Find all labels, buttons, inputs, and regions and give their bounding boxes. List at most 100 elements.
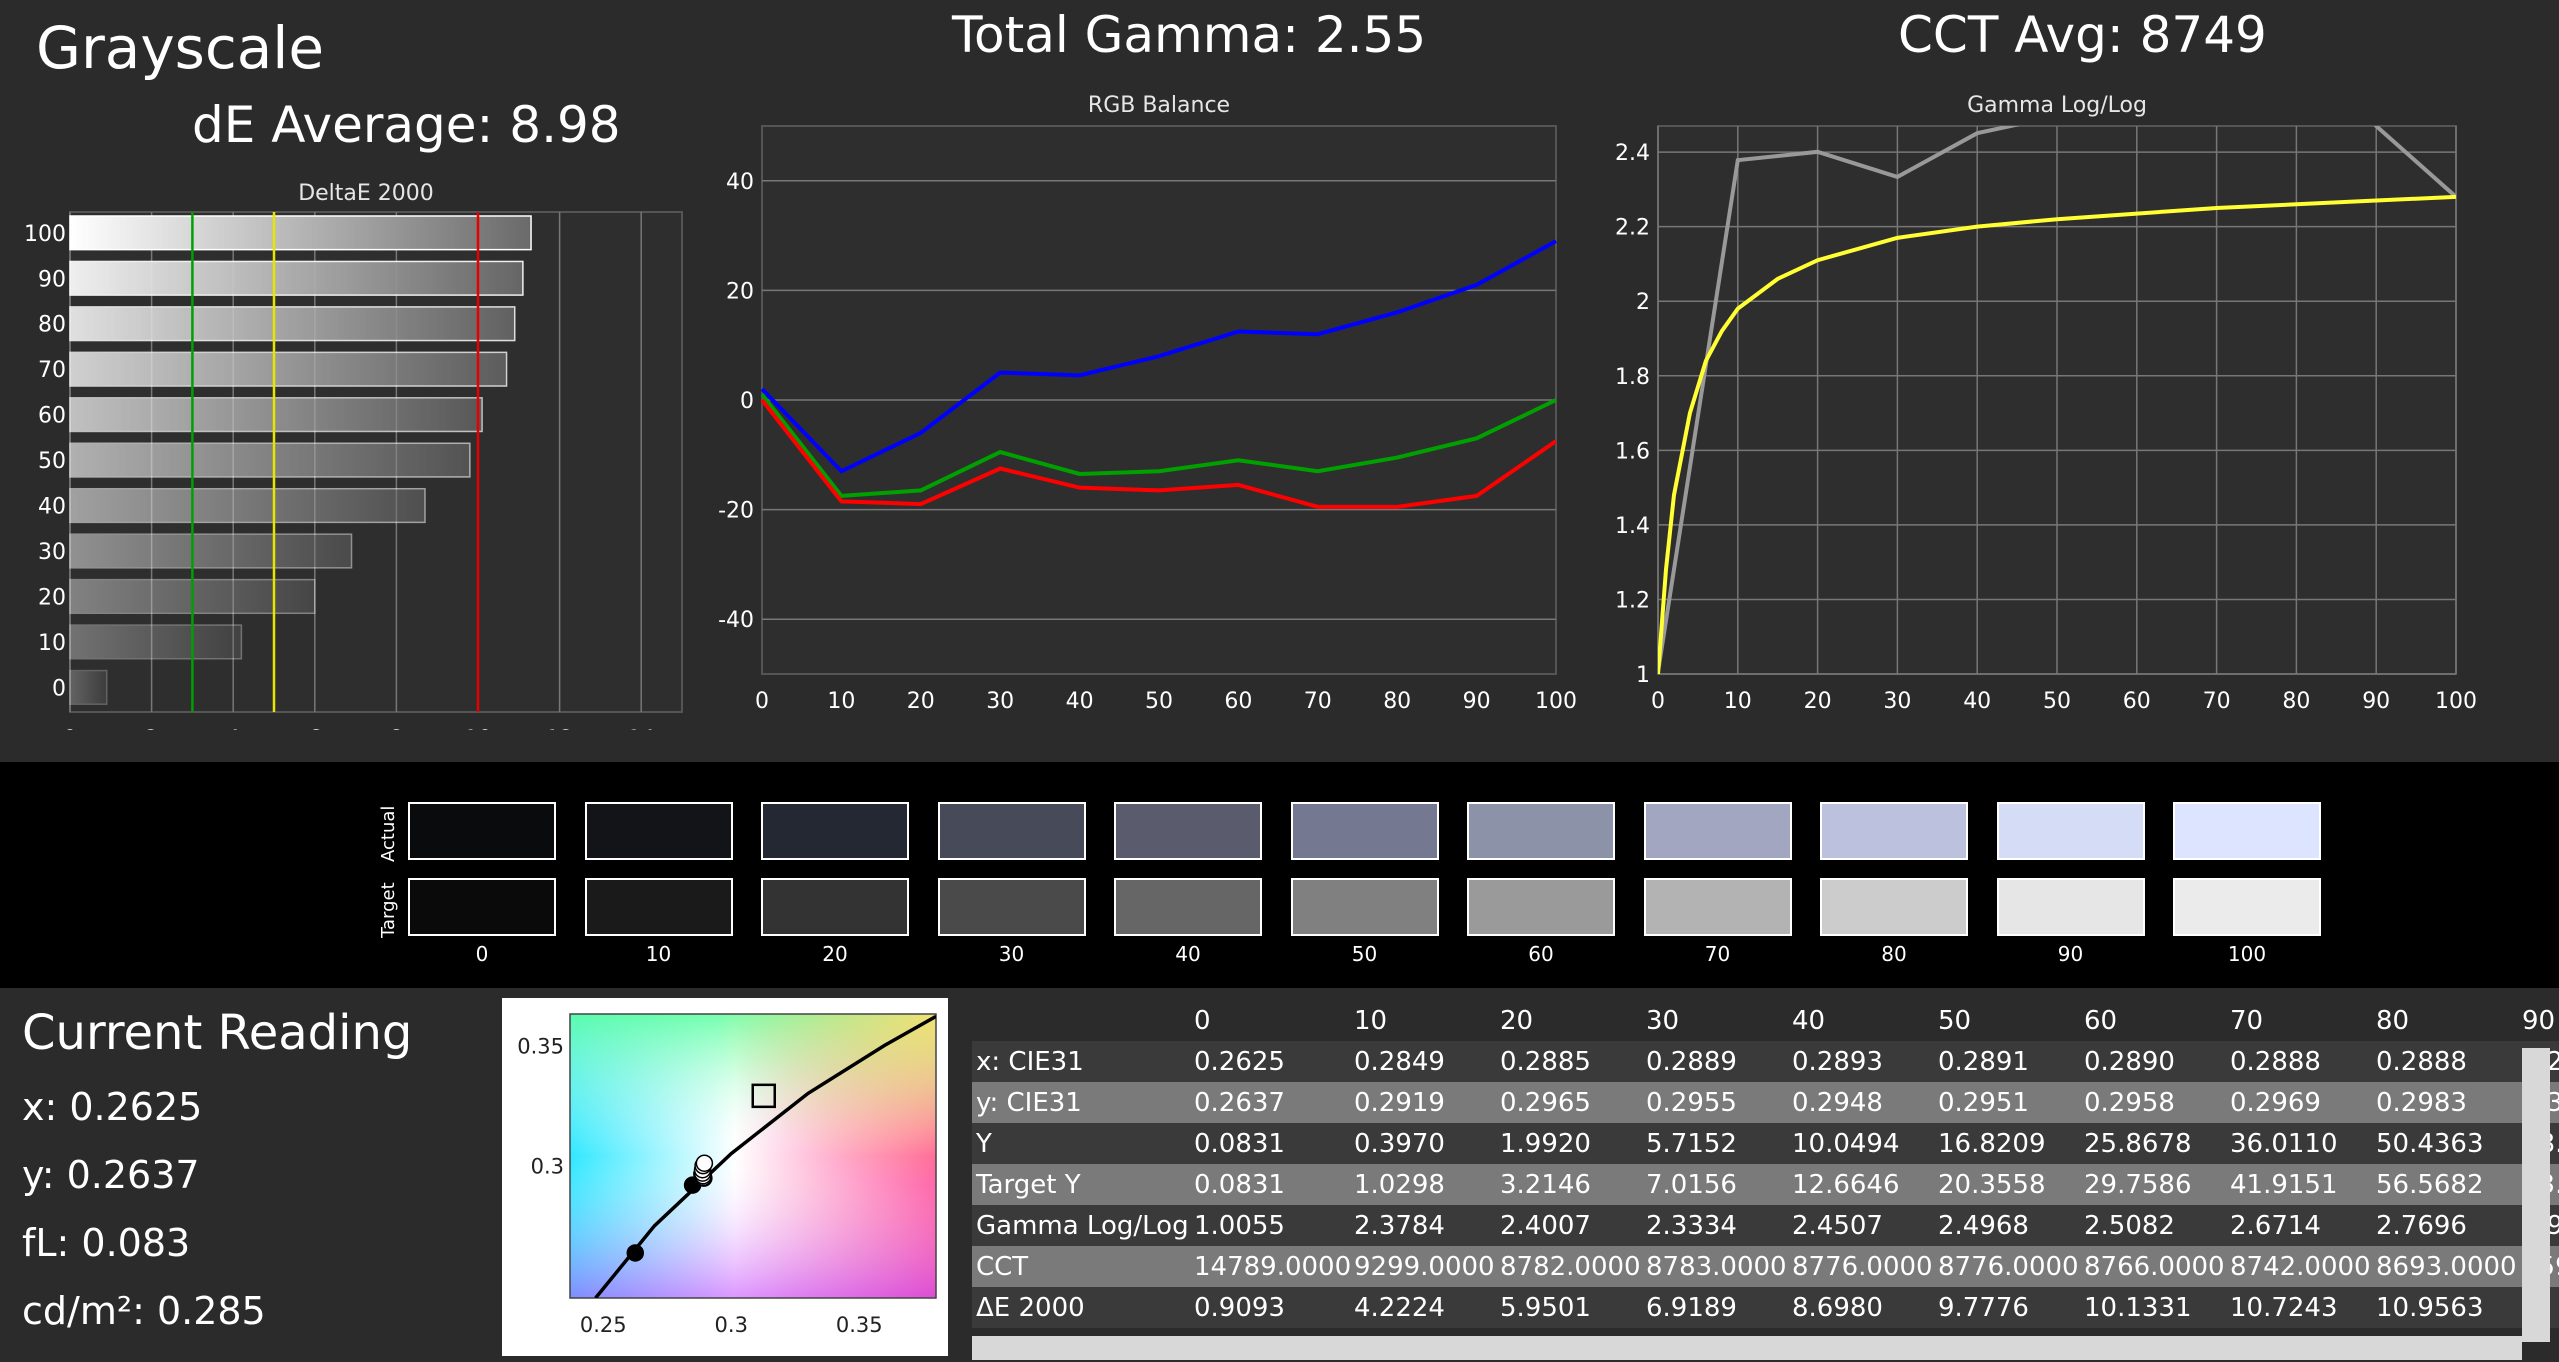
gamma-y-tick: 2 <box>1636 290 1650 315</box>
deltae-category-label: 20 <box>38 585 66 610</box>
measurement-table: 0 10 20 30 40 50 60 70 80 90 x: CIE31 0.2625 0.2849 0… <box>972 1000 2559 1328</box>
swatch-label: 40 <box>1175 942 1201 966</box>
gamma-x-tick: 70 <box>2203 689 2231 714</box>
cie-y-tick: 0.3 <box>531 1155 564 1179</box>
table-column-header: 70 <box>2226 1000 2372 1041</box>
table-cell: 0.2951 <box>1934 1082 2080 1123</box>
table-cell: 2.4968 <box>1934 1205 2080 1246</box>
deltae-x-tick: 10 <box>464 727 492 730</box>
table-cell: 20.3558 <box>1934 1164 2080 1205</box>
rgb-balance-chart: RGB Balance 40 20 0 -20 -40 0 10 20 30 40 50 60 70 80 9… <box>718 93 1577 714</box>
rgb-y-tick: -40 <box>718 608 754 633</box>
total-gamma: Total Gamma: 2.55 <box>952 6 1427 64</box>
cie-x-tick: 0.25 <box>580 1313 627 1337</box>
table-column-header: 90 <box>2518 1000 2559 1041</box>
target-swatch <box>761 878 909 936</box>
deltae-x-tick: 6 <box>308 727 322 730</box>
swatch-label: 100 <box>2227 942 2267 966</box>
actual-swatch <box>761 802 909 860</box>
swatch-label: 10 <box>645 942 672 966</box>
target-swatch <box>1467 878 1615 936</box>
actual-swatch <box>584 802 733 860</box>
cie-x-tick: 0.35 <box>836 1313 883 1337</box>
deltae-x-tick: 8 <box>389 727 403 730</box>
deltae-x-tick: 14 <box>627 727 655 730</box>
table-cell: 2.7696 <box>2372 1205 2518 1246</box>
vertical-scrollbar[interactable] <box>2522 1048 2550 1342</box>
table-column-header: 30 <box>1642 1000 1788 1041</box>
gamma-x-tick: 20 <box>1804 689 1832 714</box>
cie-plot-border <box>569 1013 937 1299</box>
rgb-y-tick: 20 <box>726 279 754 304</box>
cie-gradient <box>570 1014 936 1298</box>
table-column-header: 40 <box>1788 1000 1934 1041</box>
swatch-label: 0 <box>475 942 489 966</box>
table-cell: 0.2919 <box>1350 1082 1496 1123</box>
table-row: x: CIE31 0.2625 0.2849 0.2885 0.2889 0.2893 0.… <box>972 1041 2559 1082</box>
actual-swatch <box>1820 802 1968 860</box>
gamma-chart: Gamma Log/Log 2.4 2.2 2 1.8 1.6 1.4 1.2 10 10 20 30… <box>1615 93 2477 714</box>
target-swatch <box>937 878 1086 936</box>
table-cell: 0.2890 <box>2080 1041 2226 1082</box>
gamma-y-tick: 1.2 <box>1615 588 1650 613</box>
table-cell: 10.9563 <box>2372 1287 2518 1328</box>
deltae-category-label: 50 <box>38 449 66 474</box>
rgb-x-tick: 100 <box>1535 689 1577 714</box>
table-cell: 8783.0000 <box>1642 1246 1788 1287</box>
table-cell: 2.6714 <box>2226 1205 2372 1246</box>
table-cell: 3.2146 <box>1496 1164 1642 1205</box>
target-swatch <box>2173 878 2321 936</box>
table-row-label: Target Y <box>972 1164 1190 1205</box>
actual-swatch <box>1996 802 2145 860</box>
swatch-label: 90 <box>2057 942 2084 966</box>
swatch-label: 80 <box>1881 942 1907 966</box>
reading-x: x: 0.2625 <box>22 1085 203 1129</box>
rgb-x-tick: 50 <box>1145 689 1173 714</box>
table-cell: 8776.0000 <box>1934 1246 2080 1287</box>
table-cell: 14789.0000 <box>1190 1246 1350 1287</box>
gamma-x-tick: 80 <box>2282 689 2310 714</box>
deltae-category-label: 100 <box>24 222 66 247</box>
actual-swatch <box>1290 802 1439 860</box>
table-cell: 0.2888 <box>2226 1041 2372 1082</box>
actual-swatch <box>2173 802 2321 860</box>
actual-swatch <box>1467 802 1615 860</box>
gamma-series-line <box>1658 126 2456 673</box>
cie-x-tick: 0.3 <box>715 1313 748 1337</box>
table-cell: 2.3784 <box>1350 1205 1496 1246</box>
rgb-x-tick: 60 <box>1224 689 1252 714</box>
table-cell: 5.7152 <box>1642 1123 1788 1164</box>
actual-swatch <box>1643 802 1792 860</box>
table-cell: 41.9151 <box>2226 1164 2372 1205</box>
table-row-label: ΔE 2000 <box>972 1287 1190 1328</box>
table-row: y: CIE31 0.2637 0.2919 0.2965 0.2955 0.2948 0.… <box>972 1082 2559 1123</box>
cie-y-tick: 0.35 <box>517 1034 564 1058</box>
target-swatch <box>1996 878 2145 936</box>
table-cell: 0.2948 <box>1788 1082 1934 1123</box>
table-cell: 0.2888 <box>2372 1041 2518 1082</box>
table-cell: 2.3334 <box>1642 1205 1788 1246</box>
current-reading-title: Current Reading <box>22 1005 413 1061</box>
gamma-x-tick: 0 <box>1651 689 1665 714</box>
target-row-label: Target <box>378 882 399 938</box>
table-cell: 8766.0000 <box>2080 1246 2226 1287</box>
horizontal-scrollbar[interactable] <box>972 1336 2522 1360</box>
table-cell: 8742.0000 <box>2226 1246 2372 1287</box>
table-cell: 0.9093 <box>1190 1287 1350 1328</box>
cie-locus-line <box>594 1014 936 1298</box>
table-cell: 2.4507 <box>1788 1205 1934 1246</box>
table-cell: 0.2958 <box>2080 1082 2226 1123</box>
table-row-label: Gamma Log/Log <box>972 1205 1190 1246</box>
gamma-series-line <box>1658 194 2456 674</box>
deltae-bar <box>69 215 532 251</box>
deltae-bar <box>69 260 524 296</box>
deltae-x-tick: 0 <box>63 727 77 730</box>
deltae-x-tick: 12 <box>546 727 574 730</box>
gamma-y-tick: 2.4 <box>1615 141 1650 166</box>
deltae-category-label: 80 <box>38 313 66 338</box>
target-swatch <box>408 878 556 936</box>
table-cell: 8.6980 <box>1788 1287 1934 1328</box>
deltae-bar <box>69 533 353 569</box>
table-cell: 0.2889 <box>1642 1041 1788 1082</box>
table-cell: 0.0831 <box>1190 1123 1350 1164</box>
